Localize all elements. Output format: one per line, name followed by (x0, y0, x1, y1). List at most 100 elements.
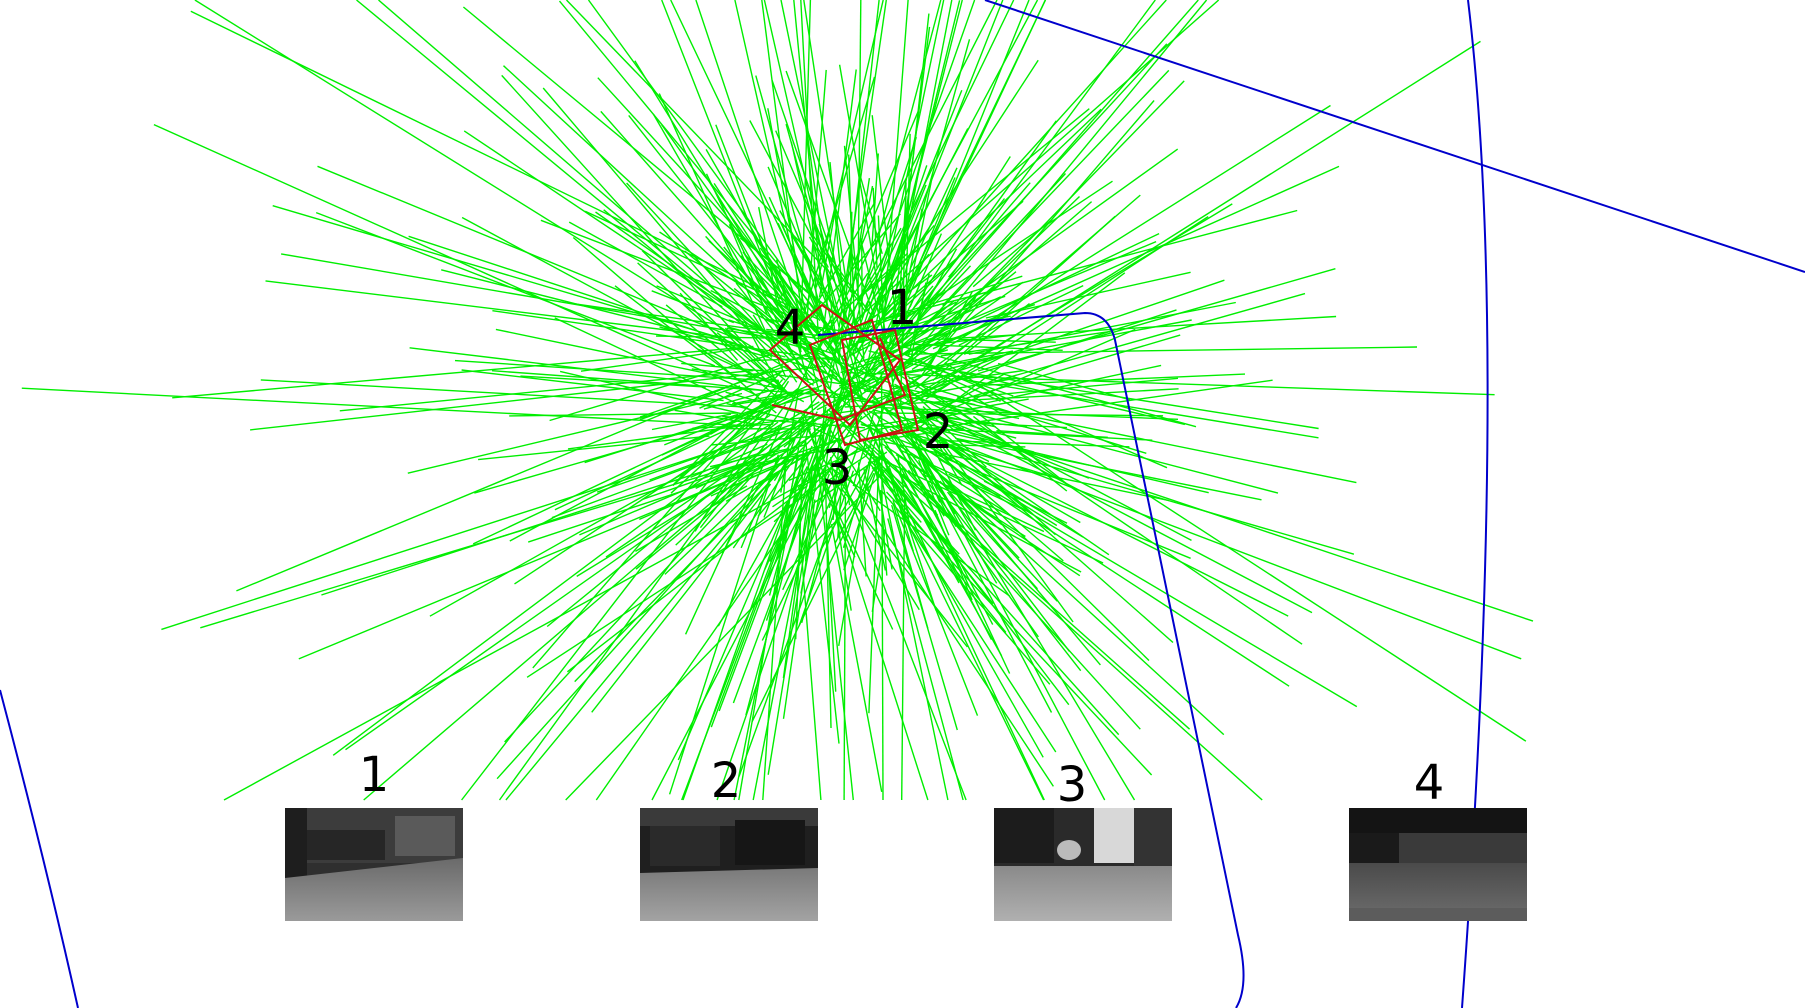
laser-ray (798, 524, 822, 801)
laser-ray (762, 416, 811, 483)
laser-ray (566, 484, 809, 673)
pose-label-2: 2 (922, 404, 954, 460)
pose-label-3: 3 (821, 440, 853, 496)
laser-ray (972, 377, 1179, 398)
laser-ray (580, 347, 743, 372)
laser-ray (752, 314, 798, 383)
laser-ray (559, 370, 765, 420)
laser-ray (860, 423, 1191, 559)
laser-ray (856, 209, 1298, 327)
laser-ray (782, 461, 814, 679)
laser-ray (172, 345, 754, 399)
laser-ray (755, 442, 825, 489)
laser-ray (838, 64, 884, 317)
laser-ray (827, 461, 920, 611)
laser-ray (808, 236, 863, 332)
laser-ray (932, 488, 1053, 713)
laser-ray (831, 450, 1054, 787)
laser-ray (905, 346, 1418, 355)
laser-ray (872, 120, 1057, 375)
laser-ray (898, 361, 1319, 430)
laser-ray (641, 250, 791, 397)
laser-ray (900, 182, 907, 405)
laser-ray (743, 319, 783, 393)
laser-ray (272, 205, 718, 338)
laser-ray (356, 0, 771, 343)
laser-ray (603, 209, 773, 351)
trajectory-curve-middle (817, 311, 1245, 1008)
laser-ray (939, 480, 1039, 590)
laser-ray (894, 466, 960, 584)
laser-ray (762, 457, 787, 801)
laser-ray (867, 424, 1045, 801)
pose-frame-3 (768, 303, 902, 427)
laser-ray (806, 130, 838, 346)
laser-ray (871, 451, 1045, 801)
laser-ray (828, 409, 1263, 801)
laser-ray (461, 374, 792, 801)
camera-thumbnail-1 (285, 808, 463, 921)
laser-ray (911, 104, 1331, 371)
laser-ray (755, 75, 846, 396)
laser-ray (674, 409, 754, 425)
laser-ray (664, 404, 843, 575)
laser-ray (803, 0, 848, 287)
laser-ray (661, 390, 804, 456)
laser-ray (408, 235, 838, 378)
laser-ray (923, 430, 977, 531)
laser-ray (939, 473, 1003, 526)
laser-ray (940, 330, 1110, 357)
laser-ray (854, 128, 969, 346)
laser-ray (888, 0, 1030, 346)
laser-ray (634, 60, 833, 382)
laser-ray (745, 469, 812, 716)
laser-ray (843, 454, 883, 571)
laser-ray (681, 362, 769, 373)
laser-ray (461, 216, 805, 403)
laser-ray (795, 452, 804, 640)
laser-ray (734, 0, 809, 321)
laser-ray (900, 475, 1003, 657)
laser-ray (862, 0, 945, 386)
laser-ray (929, 443, 1150, 661)
laser-ray (916, 435, 1084, 538)
laser-ray (21, 387, 754, 427)
laser-ray (877, 108, 1102, 322)
laser-ray (463, 130, 858, 395)
laser-ray (879, 470, 949, 801)
laser-ray (917, 296, 1002, 337)
laser-ray (661, 0, 799, 348)
laser-ray (825, 250, 874, 318)
laser-ray (658, 93, 787, 378)
laser-ray (911, 381, 1147, 454)
laser-ray (795, 307, 820, 392)
laser-ray (985, 373, 1246, 386)
laser-ray (949, 444, 1289, 617)
laser-ray (867, 148, 1179, 372)
laser-ray (894, 283, 1001, 353)
laser-ray (843, 496, 847, 801)
laser-ray (929, 418, 1534, 622)
laser-ray (861, 424, 1153, 441)
laser-ray (659, 231, 800, 325)
laser-ray (732, 459, 795, 549)
laser-ray (713, 183, 844, 383)
laser-ray (441, 269, 786, 358)
laser-ray (856, 299, 955, 386)
camera-thumbnail-3 (994, 808, 1172, 921)
laser-ray (498, 403, 787, 801)
laser-ray (818, 223, 845, 317)
laser-ray (913, 343, 1063, 351)
laser-ray (345, 377, 875, 751)
laser-ray (572, 236, 777, 414)
laser-ray (591, 483, 772, 713)
laser-ray (724, 327, 795, 400)
laser-ray (901, 450, 1001, 498)
laser-ray (378, 0, 814, 376)
laser-ray (728, 224, 768, 315)
laser-ray (907, 375, 1303, 645)
laser-ray (675, 461, 765, 546)
laser-ray (723, 387, 800, 446)
laser-ray (690, 443, 768, 479)
